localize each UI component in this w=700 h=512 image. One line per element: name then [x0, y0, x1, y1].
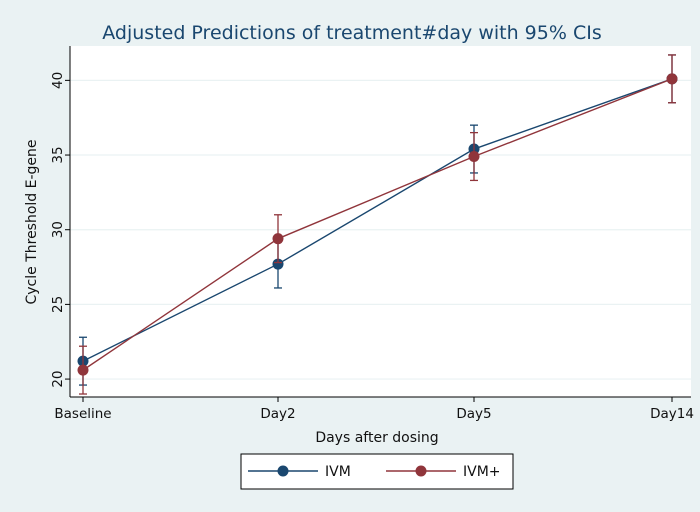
gridlines [70, 79, 691, 380]
y-tick-label: 25 [50, 296, 66, 313]
legend-label-ivm-plus: IVM+ [463, 464, 501, 480]
data-point [272, 233, 284, 245]
data-point [272, 258, 284, 270]
legend-marker-ivm [277, 465, 289, 477]
y-tick-label: 35 [50, 146, 66, 163]
series-ivm-plus [77, 54, 678, 395]
data-point [468, 151, 480, 163]
y-tick-label: 20 [50, 370, 66, 387]
x-tick-label: Day14 [650, 406, 694, 422]
legend-marker-ivm-plus [415, 465, 427, 477]
legend-label-ivm: IVM [325, 464, 351, 480]
x-tick-label: Baseline [54, 406, 111, 422]
y-tick-label: 30 [50, 221, 66, 238]
legend: IVM IVM+ [240, 453, 514, 490]
data-point [77, 364, 89, 376]
series-line [82, 78, 673, 371]
series-line [82, 78, 673, 362]
x-tick-label: Day5 [456, 406, 491, 422]
x-tick-label: Day2 [260, 406, 295, 422]
chart-title: Adjusted Predictions of treatment#day wi… [102, 22, 601, 44]
x-ticks: Baseline Day2 Day5 Day14 [54, 397, 694, 422]
y-axis-title: Cycle Threshold E-gene [24, 139, 40, 304]
plot-area [70, 46, 691, 397]
data-point [666, 73, 678, 85]
x-axis-title: Days after dosing [315, 430, 438, 446]
series-layer [77, 54, 678, 395]
y-tick-label: 40 [50, 72, 66, 89]
y-ticks: 20 25 30 35 40 [50, 72, 70, 388]
